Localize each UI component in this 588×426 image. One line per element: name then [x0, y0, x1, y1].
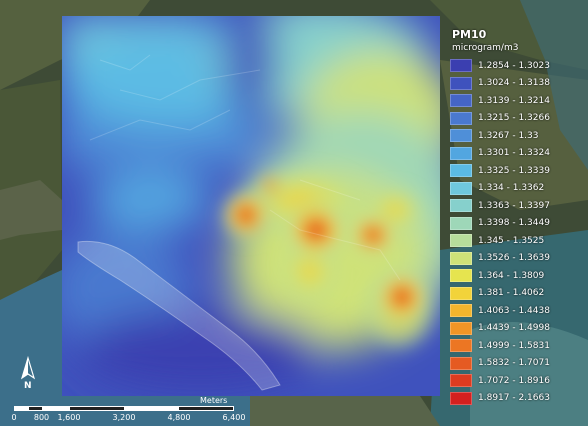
- legend-range-label: 1.4439 - 1.4998: [478, 323, 550, 334]
- legend-swatch: [450, 391, 472, 405]
- legend-range-label: 1.3024 - 1.3138: [478, 78, 550, 89]
- legend-row: 1.3267 - 1.33: [450, 127, 580, 145]
- legend-row: 1.334 - 1.3362: [450, 180, 580, 198]
- legend-range-label: 1.345 - 1.3525: [478, 235, 545, 246]
- legend-swatch: [450, 339, 472, 353]
- legend-swatch: [450, 286, 472, 300]
- legend-range-label: 1.3363 - 1.3397: [478, 200, 550, 211]
- legend-title: PM10: [452, 28, 487, 41]
- scale-tick-label: 800: [33, 413, 50, 422]
- legend-row: 1.364 - 1.3809: [450, 267, 580, 285]
- legend-swatch: [450, 356, 472, 370]
- legend-row: 1.8917 - 2.1663: [450, 390, 580, 408]
- legend-range-label: 1.3526 - 1.3639: [478, 253, 550, 264]
- scale-tick-label: 1,600: [57, 413, 81, 422]
- scale-tick-label: 6,400: [222, 413, 246, 422]
- legend-range-label: 1.3267 - 1.33: [478, 130, 539, 141]
- legend-row: 1.3398 - 1.3449: [450, 215, 580, 233]
- legend-range-label: 1.4999 - 1.5831: [478, 340, 550, 351]
- legend-range-label: 1.5832 - 1.7071: [478, 358, 550, 369]
- legend-swatch: [450, 111, 472, 125]
- legend-row: 1.3139 - 1.3214: [450, 92, 580, 110]
- legend-swatch: [450, 146, 472, 160]
- legend-swatch: [450, 251, 472, 265]
- legend-range-label: 1.3325 - 1.3339: [478, 165, 550, 176]
- legend-row: 1.381 - 1.4062: [450, 285, 580, 303]
- legend-swatch: [450, 216, 472, 230]
- legend-range-label: 1.3398 - 1.3449: [478, 218, 550, 229]
- legend-range-label: 1.7072 - 1.8916: [478, 375, 550, 386]
- legend-swatch: [450, 269, 472, 283]
- legend-range-label: 1.4063 - 1.4438: [478, 305, 550, 316]
- legend-swatch: [450, 374, 472, 388]
- legend-swatch: [450, 304, 472, 318]
- scale-tick-label: 4,800: [167, 413, 191, 422]
- legend-row: 1.3325 - 1.3339: [450, 162, 580, 180]
- legend-swatch: [450, 76, 472, 90]
- legend-swatch: [450, 59, 472, 73]
- legend-row: 1.3526 - 1.3639: [450, 250, 580, 268]
- legend: PM10 microgram/m3 1.2854 - 1.3023 1.3024 …: [450, 28, 580, 407]
- pm10-surface: [62, 16, 440, 396]
- legend-row: 1.5832 - 1.7071: [450, 355, 580, 373]
- legend-range-label: 1.3139 - 1.3214: [478, 95, 550, 106]
- north-arrow-icon: [20, 355, 36, 380]
- legend-range-label: 1.2854 - 1.3023: [478, 60, 550, 71]
- scale-tick-label: 3,200: [112, 413, 136, 422]
- legend-row: 1.4063 - 1.4438: [450, 302, 580, 320]
- legend-row: 1.4999 - 1.5831: [450, 337, 580, 355]
- legend-units: microgram/m3: [452, 43, 519, 53]
- legend-range-label: 1.381 - 1.4062: [478, 288, 545, 299]
- legend-swatch: [450, 234, 472, 248]
- legend-range-label: 1.3215 - 1.3266: [478, 113, 550, 124]
- scale-unit: Meters: [200, 396, 228, 405]
- legend-row: 1.3215 - 1.3266: [450, 110, 580, 128]
- legend-swatch: [450, 321, 472, 335]
- legend-row: 1.3024 - 1.3138: [450, 75, 580, 93]
- legend-row: 1.2854 - 1.3023: [450, 57, 580, 75]
- scale-bar: Meters 0 800 1,600 3,200 4,800 6,400: [8, 396, 248, 425]
- legend-range-label: 1.364 - 1.3809: [478, 270, 545, 281]
- scale-labels: 0 800 1,600 3,200 4,800 6,400: [8, 413, 248, 425]
- legend-row: 1.4439 - 1.4998: [450, 320, 580, 338]
- legend-swatch: [450, 164, 472, 178]
- legend-swatch: [450, 199, 472, 213]
- legend-row: 1.3301 - 1.3324: [450, 145, 580, 163]
- legend-swatch: [450, 129, 472, 143]
- legend-range-label: 1.8917 - 2.1663: [478, 393, 550, 404]
- legend-swatch: [450, 94, 472, 108]
- legend-range-label: 1.334 - 1.3362: [478, 183, 545, 194]
- scale-bar-graphic: [14, 406, 234, 411]
- legend-classes: 1.2854 - 1.3023 1.3024 - 1.3138 1.3139 - 1…: [450, 57, 580, 407]
- legend-swatch: [450, 181, 472, 195]
- legend-range-label: 1.3301 - 1.3324: [478, 148, 550, 159]
- legend-row: 1.345 - 1.3525: [450, 232, 580, 250]
- legend-row: 1.7072 - 1.8916: [450, 372, 580, 390]
- north-label: N: [24, 381, 32, 391]
- scale-tick-label: 0: [11, 413, 17, 422]
- legend-row: 1.3363 - 1.3397: [450, 197, 580, 215]
